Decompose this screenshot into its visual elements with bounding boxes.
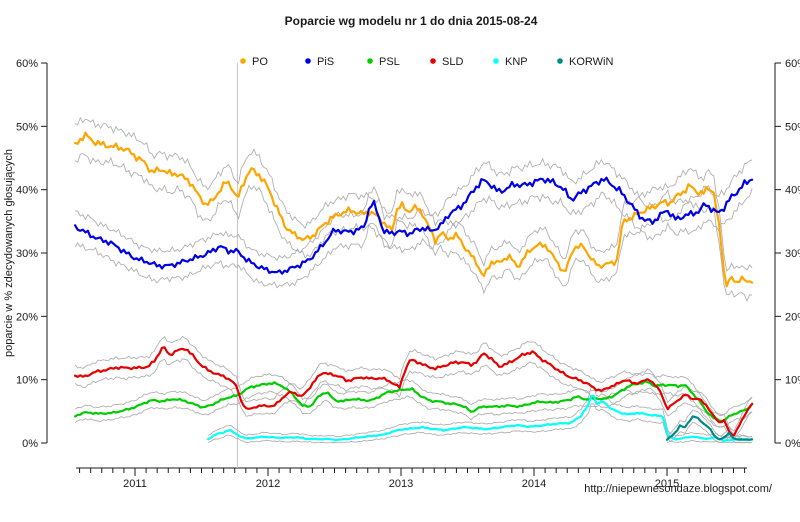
- y-tick-label-right: 30%: [785, 248, 800, 260]
- series-band-lower-KNP: [207, 403, 753, 444]
- x-tick-label: 2012: [256, 478, 280, 490]
- series-band-upper-PiS: [75, 157, 753, 262]
- legend-dot-icon: [305, 58, 311, 64]
- source-url: http://niepewnesondaze.blogspot.com/: [584, 483, 773, 495]
- legend-dot-icon: [493, 58, 499, 64]
- series-band-upper-KORWiN: [666, 409, 753, 438]
- y-axis-title: poparcie w % zdecydowanych głosujących: [3, 149, 15, 357]
- y-tick-label: 60%: [16, 58, 38, 70]
- series-band-lower-PSL: [74, 390, 753, 428]
- series-lines: [74, 131, 754, 443]
- confidence-bands: [74, 116, 753, 444]
- series-line-KNP: [207, 394, 754, 443]
- y-tick-label: 30%: [16, 248, 38, 260]
- y-tick-label: 40%: [16, 185, 38, 197]
- legend-label: PiS: [317, 56, 334, 68]
- y-tick-label-right: 50%: [785, 121, 800, 133]
- series-line-PO: [74, 131, 754, 288]
- series-band-lower-SLD: [74, 358, 753, 440]
- chart-title: Poparcie wg modelu nr 1 do dnia 2015-08-…: [285, 14, 538, 28]
- y-tick-label-right: 10%: [785, 375, 800, 387]
- series-line-KORWiN: [665, 415, 754, 441]
- legend-item-KORWiN: KORWiN: [557, 56, 613, 68]
- legend-label: SLD: [442, 56, 463, 68]
- y-tick-label: 10%: [16, 375, 38, 387]
- series-band-upper-SLD: [74, 335, 753, 432]
- legend-label: KNP: [505, 56, 528, 68]
- legend-item-PSL: PSL: [367, 56, 400, 68]
- legend-item-PO: PO: [240, 56, 268, 68]
- x-tick-label: 2013: [389, 478, 413, 490]
- legend-label: KORWiN: [569, 56, 613, 68]
- y-tick-label: 50%: [16, 121, 38, 133]
- legend-item-SLD: SLD: [430, 56, 463, 68]
- y-tick-label: 20%: [16, 311, 38, 323]
- x-tick-label: 2014: [522, 478, 546, 490]
- y-tick-label-right: 60%: [785, 58, 800, 70]
- legend-dot-icon: [240, 58, 246, 64]
- chart-legend: PO PiS PSL SLD KNP KORWiN: [240, 56, 613, 68]
- legend-item-PiS: PiS: [305, 56, 334, 68]
- series-line-SLD: [74, 346, 754, 437]
- series-line-PiS: [74, 176, 754, 275]
- legend-label: PSL: [379, 56, 400, 68]
- legend-dot-icon: [430, 58, 436, 64]
- series-band-lower-PiS: [74, 188, 753, 289]
- series-band-lower-KORWiN: [666, 421, 753, 444]
- y-tick-label-right: 40%: [785, 185, 800, 197]
- legend-item-KNP: KNP: [493, 56, 528, 68]
- y-tick-label: 0%: [22, 438, 38, 450]
- x-tick-label: 2011: [123, 478, 147, 490]
- series-band-lower-PO: [74, 153, 753, 302]
- legend-label: PO: [252, 56, 268, 68]
- y-tick-label-right: 0%: [785, 438, 800, 450]
- axes: 0% 0% 10% 10% 20% 20% 30% 30% 40% 40% 50% 50% 60% 60%…: [16, 58, 800, 490]
- legend-dot-icon: [557, 58, 563, 64]
- y-tick-label-right: 20%: [785, 311, 800, 323]
- series-band-upper-KNP: [207, 386, 753, 440]
- x-tick-label: 2015: [655, 478, 679, 490]
- legend-dot-icon: [367, 58, 373, 64]
